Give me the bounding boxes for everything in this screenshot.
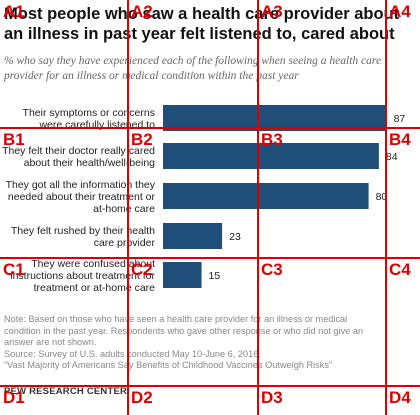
category-label-2: They felt their doctor really cared about… xyxy=(2,145,155,169)
category-label-3: They got all the information they needed … xyxy=(6,179,156,215)
grid-vertical-line-2 xyxy=(257,0,259,415)
bar-3 xyxy=(163,183,369,209)
chart-title: Most people who saw a health care provid… xyxy=(4,5,400,43)
value-label-1: 87 xyxy=(394,113,406,125)
grid-label-b4: B4 xyxy=(389,130,411,149)
grid-label-b2: B2 xyxy=(131,130,153,149)
grid-label-c3: C3 xyxy=(261,260,283,279)
pew-logo: PEW RESEARCH CENTER xyxy=(4,386,128,397)
grid-label-b3: B3 xyxy=(261,130,283,149)
bar-2 xyxy=(163,143,379,169)
source-line: Source: Survey of U.S. adults conducted … xyxy=(4,348,261,359)
note-line-1: Note: Based on those who have seen a hea… xyxy=(4,314,348,324)
grid-label-d3: D3 xyxy=(261,388,283,407)
grid-horizontal-line-1 xyxy=(0,127,420,129)
value-label-4: 23 xyxy=(229,231,241,243)
grid-label-a4: A4 xyxy=(389,2,411,21)
chart-note: Note: Based on those who have seen a hea… xyxy=(4,314,418,372)
grid-label-a3: A3 xyxy=(261,2,283,21)
grid-label-d1: D1 xyxy=(3,388,25,407)
bar-5 xyxy=(163,262,202,288)
bar-4 xyxy=(163,223,223,249)
grid-label-d4: D4 xyxy=(389,388,411,407)
grid-label-a1: A1 xyxy=(3,2,25,21)
grid-label-a2: A2 xyxy=(131,2,153,21)
grid-label-b1: B1 xyxy=(3,130,25,149)
report-line: “Vast Majority of Americans Say Benefits… xyxy=(4,360,332,370)
grid-label-d2: D2 xyxy=(131,388,153,407)
value-label-2: 84 xyxy=(386,151,398,163)
bar-1 xyxy=(163,105,387,131)
grid-horizontal-line-3 xyxy=(0,385,420,387)
grid-horizontal-line-2 xyxy=(0,257,420,259)
chart-subtitle: % who say they have experienced each of … xyxy=(4,55,382,82)
value-label-3: 80 xyxy=(376,191,388,203)
grid-label-c2: C2 xyxy=(131,260,153,279)
category-label-4: They felt rushed by their health care pro… xyxy=(11,225,156,249)
grid-label-c4: C4 xyxy=(389,260,411,279)
category-label-5: They were confused about instructions abo… xyxy=(10,258,155,294)
note-line-2: condition in the past year. Respondents … xyxy=(4,325,364,336)
grid-vertical-line-1 xyxy=(127,0,129,415)
grid-vertical-line-3 xyxy=(385,0,387,415)
grid-label-c1: C1 xyxy=(3,260,25,279)
note-line-3: answer are not shown. xyxy=(4,337,97,347)
value-label-5: 15 xyxy=(209,270,221,282)
